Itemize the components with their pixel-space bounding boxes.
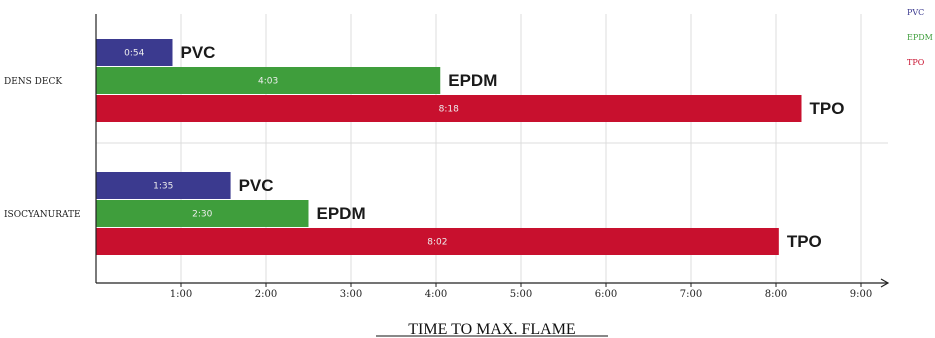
- legend-item-tpo: TPO: [907, 58, 925, 67]
- bar-epdm: [96, 200, 309, 227]
- category-label: ISOCYANURATE: [4, 210, 81, 220]
- bar-series-label: PVC: [239, 176, 274, 195]
- bar-tpo: [96, 95, 802, 122]
- bar-series-label: TPO: [787, 232, 822, 251]
- x-tick-label: 5:00: [510, 289, 532, 300]
- x-tick-label: 3:00: [340, 289, 362, 300]
- x-tick-label: 1:00: [170, 289, 192, 300]
- bar-data-label: 4:03: [258, 77, 278, 87]
- bar-pvc: [96, 39, 173, 66]
- bar-epdm: [96, 67, 441, 94]
- x-axis-title: TIME TO MAX. FLAME: [408, 321, 575, 338]
- bar-series-label: TPO: [810, 99, 845, 118]
- legend-item-pvc: PVC: [907, 8, 924, 17]
- bar-data-label: 8:18: [439, 105, 459, 115]
- bar-series-label: PVC: [181, 43, 216, 62]
- axes: [95, 14, 890, 288]
- bar-tpo: [96, 228, 779, 255]
- x-axis-arrow: [880, 278, 890, 288]
- x-tick-label: 8:00: [765, 289, 787, 300]
- bar-series-label: EPDM: [317, 204, 366, 223]
- x-tick-label: 9:00: [850, 289, 872, 300]
- bar-series-label: EPDM: [448, 71, 497, 90]
- legend-item-epdm: EPDM: [907, 33, 933, 42]
- x-tick-label: 6:00: [595, 289, 617, 300]
- x-tick-labels: 1:00 2:00 3:00 4:00 5:00 6:00 7:00 8:00 9:00: [170, 283, 872, 300]
- bar-data-label: 2:30: [192, 210, 212, 220]
- category-labels: DENS DECK ISOCYANURATE: [4, 77, 81, 220]
- x-tick-label: 7:00: [680, 289, 702, 300]
- legend: PVC EPDM TPO: [907, 8, 933, 67]
- bar-data-label: 8:02: [427, 238, 447, 248]
- bar-data-label: 1:35: [153, 182, 173, 192]
- x-tick-label: 2:00: [255, 289, 277, 300]
- grid-lines: [96, 14, 888, 283]
- x-tick-label: 4:00: [425, 289, 447, 300]
- bar-data-label: 0:54: [124, 49, 144, 59]
- bar-pvc: [96, 172, 231, 199]
- bars: 0:54 PVC 4:03 EPDM 8:18 TPO 1:35 PVC 2:30 EPDM 8:0…: [96, 39, 844, 255]
- category-label: DENS DECK: [4, 77, 62, 87]
